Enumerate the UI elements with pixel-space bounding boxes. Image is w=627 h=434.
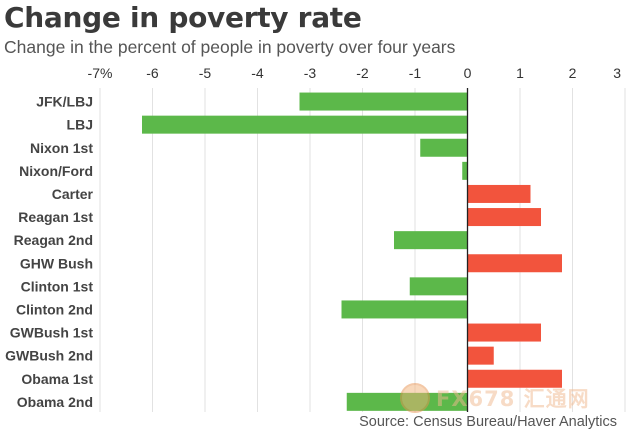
category-label: Obama 1st — [21, 371, 93, 387]
category-label: Clinton 1st — [21, 278, 94, 294]
bar-chart: -7% -6 -5 -4 -3 -2 -1 0 1 2 3 JFK/LBJ LBJ Nixon 1st N… — [5, 65, 626, 412]
bar — [142, 115, 468, 134]
category-label: JFK/LBJ — [36, 94, 93, 110]
category-label: Obama 2nd — [17, 394, 93, 410]
x-tick-label: -3 — [304, 65, 317, 81]
chart-source: Source: Census Bureau/Haver Analytics — [359, 414, 617, 430]
category-label: GWBush 2nd — [5, 348, 93, 364]
category-label: GWBush 1st — [10, 325, 94, 341]
bar — [467, 369, 562, 388]
category-label: Clinton 2nd — [16, 301, 93, 317]
bar — [346, 392, 468, 411]
bar — [467, 208, 541, 227]
bar — [467, 184, 531, 203]
bar — [299, 92, 468, 111]
bar — [467, 346, 494, 365]
category-label: GHW Bush — [20, 255, 93, 271]
category-label: Nixon 1st — [30, 140, 93, 156]
category-label: Carter — [52, 186, 94, 202]
bar — [409, 277, 468, 296]
x-tick-label: -6 — [146, 65, 159, 81]
bar — [462, 161, 468, 180]
x-tick-label: 0 — [464, 65, 472, 81]
bar — [394, 231, 468, 250]
x-tick-label: -4 — [251, 65, 264, 81]
x-tick-label: -1 — [409, 65, 422, 81]
bar — [341, 300, 468, 319]
x-tick-label: -2 — [356, 65, 369, 81]
x-tick-label: 3 — [613, 65, 621, 81]
chart-title: Change in poverty rate — [4, 1, 362, 34]
x-tick-label: 2 — [569, 65, 577, 81]
bar — [420, 138, 468, 157]
category-label: LBJ — [67, 117, 93, 133]
category-label: Reagan 1st — [18, 209, 93, 225]
bar — [467, 254, 562, 273]
x-tick-label: -5 — [199, 65, 212, 81]
bars — [142, 92, 562, 411]
category-labels: JFK/LBJ LBJ Nixon 1st Nixon/Ford Carter Reaga… — [5, 94, 93, 410]
bar — [467, 323, 541, 342]
x-axis-ticks: -7% -6 -5 -4 -3 -2 -1 0 1 2 3 — [88, 65, 622, 81]
x-tick-label: 1 — [516, 65, 524, 81]
chart-subtitle: Change in the percent of people in pover… — [4, 37, 456, 57]
gridlines — [99, 88, 626, 412]
category-label: Reagan 2nd — [14, 232, 93, 248]
category-label: Nixon/Ford — [19, 163, 93, 179]
x-tick-label: -7% — [88, 65, 113, 81]
